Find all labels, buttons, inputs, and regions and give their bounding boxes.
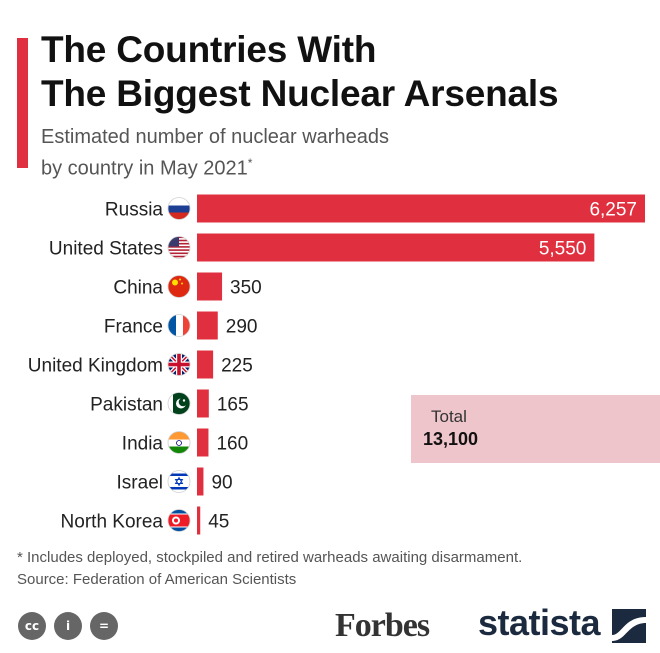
category-label: Pakistan (90, 395, 163, 416)
value-label: 290 (226, 317, 258, 338)
statista-mark-icon (612, 609, 646, 643)
attribution-icon[interactable]: i (54, 612, 82, 640)
bar (197, 311, 218, 340)
bar-row: North Korea 45 (61, 506, 229, 535)
bar (197, 506, 201, 535)
total-value: 13,100 (423, 429, 479, 449)
category-label: China (113, 278, 163, 299)
bar-row: Israel 90 (117, 467, 233, 496)
value-label: 5,550 (539, 239, 587, 260)
uk-flag-icon (167, 353, 191, 376)
chart-subtitle: Estimated number of nuclear warheads by … (41, 124, 389, 182)
title-line-2: The Biggest Nuclear Arsenals (41, 73, 559, 114)
value-label: 6,257 (589, 200, 637, 221)
bar (197, 233, 595, 262)
bar-chart: Russia 6,257 United States 5,550 China 350 Fra… (28, 194, 645, 535)
no-derivatives-icon[interactable]: = (90, 612, 118, 640)
bar (197, 194, 645, 223)
total-label: Total (431, 407, 467, 426)
india-flag-icon (167, 431, 191, 454)
france-flag-icon (167, 314, 191, 337)
bar (197, 350, 214, 379)
bar-row: United States 5,550 (49, 233, 595, 262)
footnote: * Includes deployed, stockpiled and reti… (17, 549, 523, 566)
statista-logo[interactable]: statista (478, 602, 601, 643)
forbes-logo[interactable]: Forbes (335, 607, 430, 644)
russia-flag-icon (167, 197, 191, 220)
value-label: 90 (211, 473, 232, 494)
north-korea-flag-icon (167, 509, 191, 532)
bar (197, 428, 209, 457)
value-label: 225 (221, 356, 253, 377)
chart-title: The Countries With The Biggest Nuclear A… (41, 28, 559, 116)
category-label: Russia (105, 200, 164, 221)
subtitle-line-2: by country in May 2021* (41, 150, 389, 182)
source-note: Source: Federation of American Scientist… (17, 571, 297, 588)
value-label: 350 (230, 278, 262, 299)
category-label: Israel (117, 473, 163, 494)
bar (197, 272, 223, 301)
total-box: Total 13,100 (411, 395, 660, 463)
subtitle-line-1: Estimated number of nuclear warheads (41, 126, 389, 148)
usa-flag-icon (167, 236, 191, 259)
bar-row: France 290 (104, 311, 258, 340)
subtitle-footnote-mark: * (247, 156, 253, 170)
bar-row: Russia 6,257 (105, 194, 645, 223)
accent-bar (17, 38, 28, 168)
israel-flag-icon (167, 470, 191, 493)
category-label: France (104, 317, 163, 338)
bar (197, 389, 209, 418)
bar-row: China 350 (113, 272, 262, 301)
bar (197, 467, 204, 496)
category-label: North Korea (61, 512, 164, 533)
category-label: United States (49, 239, 163, 260)
category-label: India (122, 434, 164, 455)
subtitle-line-2-text: by country in May 2021 (41, 157, 248, 180)
bar-row: United Kingdom 225 (28, 350, 253, 379)
bar-row: Pakistan 165 (90, 389, 249, 418)
category-label: United Kingdom (28, 356, 163, 377)
bar-row: India 160 (122, 428, 248, 457)
cc-icon[interactable]: cc (18, 612, 46, 640)
china-flag-icon (167, 275, 191, 298)
license-icons: cc i = (18, 612, 118, 640)
title-line-1: The Countries With (41, 29, 377, 70)
pakistan-flag-icon (167, 392, 191, 415)
value-label: 165 (217, 395, 249, 416)
value-label: 160 (216, 434, 248, 455)
value-label: 45 (208, 512, 229, 533)
